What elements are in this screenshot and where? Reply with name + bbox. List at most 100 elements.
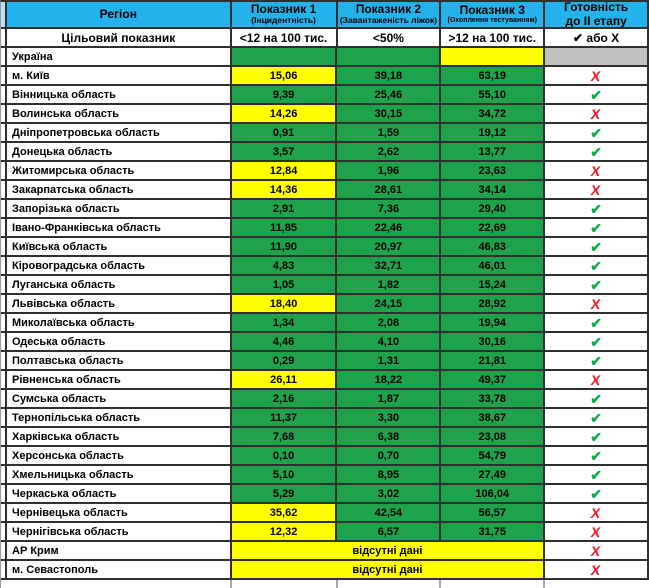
region-cell: Київська область — [7, 238, 232, 255]
indicator1-cell: 5,29 — [231, 485, 338, 502]
indicator2-cell: 6,57 — [337, 523, 442, 540]
no-data-cell: відсутні дані — [231, 561, 546, 578]
indicator2-cell: 39,18 — [337, 67, 442, 84]
indicator3-cell: 56,57 — [441, 504, 546, 521]
check-icon: ✔ — [590, 219, 602, 236]
edge-sliver — [1, 485, 7, 502]
region-cell: Тернопільська область — [7, 409, 232, 426]
indicator2-cell-value: 1,87 — [377, 392, 400, 405]
indicator2-cell: 42,54 — [337, 504, 442, 521]
readiness-cell: ✔ — [545, 352, 649, 369]
indicator1-cell-value: 3,57 — [272, 145, 295, 158]
check-icon: ✔ — [590, 238, 602, 255]
readiness-cell: ✔ — [545, 485, 649, 502]
region-cell: Закарпатська область — [7, 181, 232, 198]
region-cell: Івано-Франківська область — [7, 219, 232, 236]
indicator1-cell: 35,62 — [231, 504, 338, 521]
table-row: Вінницька область 9,39 25,46 55,10 ✔ — [1, 86, 649, 105]
edge-sliver — [1, 257, 7, 274]
indicator1-cell-value: 0,91 — [272, 126, 295, 139]
table-row: Львівська область 18,40 24,15 28,92 Х — [1, 295, 649, 314]
indicator1-cell: 5,10 — [231, 466, 338, 483]
indicator1-cell-value: 5,29 — [272, 487, 295, 500]
target-indicator1-value: <12 на 100 тис. — [239, 30, 328, 45]
indicator2-cell: 0,70 — [337, 447, 442, 464]
region-cell-value: Хмельницька область — [12, 468, 134, 481]
region-cell-value: Сумська область — [12, 392, 107, 405]
indicator3-cell: 54,79 — [441, 447, 546, 464]
indicator1-cell: 0,91 — [231, 124, 338, 141]
check-icon: ✔ — [590, 352, 602, 369]
indicator1-cell-value: 2,91 — [272, 202, 295, 215]
table-row: Хмельницька область 5,10 8,95 27,49 ✔ — [1, 466, 649, 485]
table-row: Миколаївська область 1,34 2,08 19,94 ✔ — [1, 314, 649, 333]
region-cell: Донецька область — [7, 143, 232, 160]
edge-sliver — [1, 219, 7, 236]
indicator2-cell-value: 18,22 — [374, 373, 403, 386]
edge-sliver — [1, 466, 7, 483]
indicator3-cell-value: 33,78 — [478, 392, 507, 405]
indicator1-cell-value: 5,10 — [272, 468, 295, 481]
indicator3-cell-value: 55,10 — [478, 88, 507, 101]
indicator3-cell: 30,16 — [441, 333, 546, 350]
cutoff-cell — [545, 580, 649, 588]
indicator2-cell-value: 3,30 — [377, 411, 400, 424]
indicator3-cell — [441, 48, 546, 65]
indicator2-cell-value: 7,36 — [377, 202, 400, 215]
edge-sliver — [1, 2, 7, 27]
table-row: Івано-Франківська область 11,85 22,46 22,69… — [1, 219, 649, 238]
cutoff-cell — [337, 580, 442, 588]
indicator1-cell: 1,05 — [231, 276, 338, 293]
indicator3-cell: 29,40 — [441, 200, 546, 217]
indicator2-cell: 2,08 — [337, 314, 442, 331]
check-icon: ✔ — [590, 276, 602, 293]
table-row: Чернівецька область 35,62 42,54 56,57 Х — [1, 504, 649, 523]
edge-sliver — [1, 352, 7, 369]
indicator3-cell: 38,67 — [441, 409, 546, 426]
indicator2-cell-value: 1,82 — [377, 278, 400, 291]
table-row: Запорізька область 2,91 7,36 29,40 ✔ — [1, 200, 649, 219]
region-cell: АР Крим — [7, 542, 232, 559]
indicator1-cell-value: 9,39 — [272, 88, 295, 101]
cutoff-cell — [7, 580, 232, 588]
region-cell-value: Черкаська область — [12, 487, 117, 500]
indicator2-cell: 1,96 — [337, 162, 442, 179]
indicator3-cell: 46,01 — [441, 257, 546, 274]
readiness-title-line1: Готовність — [564, 2, 629, 15]
indicator1-cell-value: 4,46 — [272, 335, 295, 348]
edge-sliver — [1, 48, 7, 65]
indicator3-cell: 49,37 — [441, 371, 546, 388]
edge-sliver — [1, 428, 7, 445]
indicator2-subtitle: (Завантаженість ліжок) — [339, 15, 438, 26]
indicator2-cell: 32,71 — [337, 257, 442, 274]
indicator1-subtitle: (Інцидентність) — [251, 15, 316, 26]
column-header-indicator3: Показник 3 (Охоплення тестуванням) — [441, 2, 546, 27]
indicator2-cell-value: 6,38 — [377, 430, 400, 443]
readiness-cell: ✔ — [545, 257, 649, 274]
indicator1-cell: 2,91 — [231, 200, 338, 217]
indicator1-cell-value: 11,85 — [270, 221, 298, 234]
indicator3-cell: 19,94 — [441, 314, 546, 331]
cutoff-row-strip — [1, 580, 649, 588]
readiness-cell: Х — [545, 105, 649, 122]
indicator1-cell: 14,36 — [231, 181, 338, 198]
region-cell: Чернігівська область — [7, 523, 232, 540]
indicator3-subtitle: (Охоплення тестуванням) — [447, 17, 538, 25]
edge-sliver — [1, 561, 7, 578]
table-row: АР Крим відсутні дані Х — [1, 542, 649, 561]
edge-sliver — [1, 200, 7, 217]
region-cell-value: м. Севастополь — [12, 563, 98, 576]
region-cell-value: Чернівецька область — [12, 506, 128, 519]
check-icon: ✔ — [590, 314, 602, 331]
indicator2-cell: 25,46 — [337, 86, 442, 103]
region-cell-value: Рівненська область — [12, 373, 121, 386]
indicator3-cell-value: 46,83 — [478, 240, 507, 253]
readiness-cell — [545, 48, 649, 65]
indicator1-cell: 1,34 — [231, 314, 338, 331]
indicator1-cell: 12,84 — [231, 162, 338, 179]
x-icon: Х — [590, 67, 603, 84]
readiness-title-line2: до II етапу — [565, 13, 627, 27]
indicator1-title: Показник 1 — [250, 2, 317, 17]
region-cell: Чернівецька область — [7, 504, 232, 521]
readiness-cell: ✔ — [545, 390, 649, 407]
